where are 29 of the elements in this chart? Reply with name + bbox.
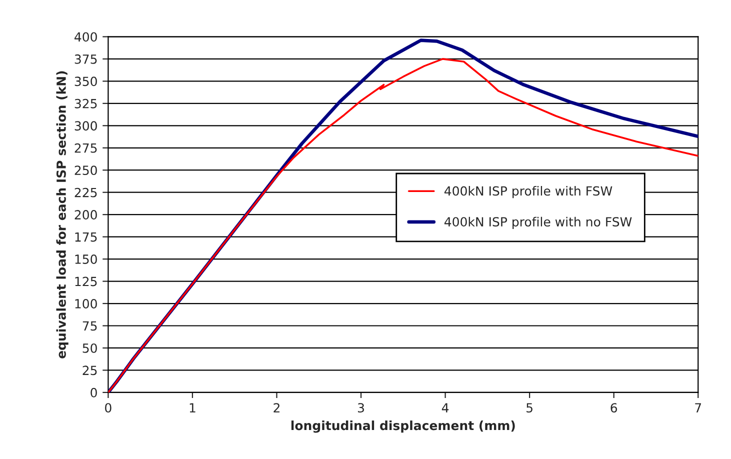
y-tick-label: 100 [75, 298, 97, 308]
y-tick-label: 375 [74, 54, 97, 64]
y-tick-label: 250 [74, 166, 97, 176]
x-tick-label: 0 [105, 403, 112, 413]
y-tick-label: 225 [74, 188, 97, 198]
legend-label: 400kN ISP profile with no FSW [444, 216, 632, 229]
x-tick-label: 3 [358, 403, 364, 413]
y-tick-label: 175 [75, 232, 97, 242]
x-tick-label: 4 [442, 403, 449, 412]
x-tick-label: 2 [274, 403, 280, 412]
x-tick-label: 6 [610, 403, 618, 413]
y-tick-label: 50 [82, 343, 97, 353]
y-tick-label: 200 [74, 210, 97, 220]
x-tick-label: 7 [695, 403, 702, 412]
y-tick-label: 150 [75, 254, 97, 264]
y-tick-label: 400 [74, 32, 97, 42]
y-tick-label: 25 [82, 366, 97, 376]
y-tick-label: 300 [74, 121, 97, 131]
x-tick-label: 1 [190, 403, 196, 412]
y-axis-title: equivalent load for each ISP section (kN) [56, 71, 68, 358]
y-tick-label: 275 [74, 143, 97, 153]
y-tick-label: 350 [74, 76, 97, 86]
legend-label: 400kN ISP profile with FSW [444, 186, 612, 198]
x-tick-label: 5 [526, 403, 532, 413]
y-tick-label: 0 [90, 388, 97, 398]
y-tick-label: 75 [82, 321, 97, 331]
x-axis-title: longitudinal displacement (mm) [291, 420, 515, 433]
y-tick-label: 325 [74, 98, 97, 108]
y-tick-label: 125 [75, 276, 97, 286]
